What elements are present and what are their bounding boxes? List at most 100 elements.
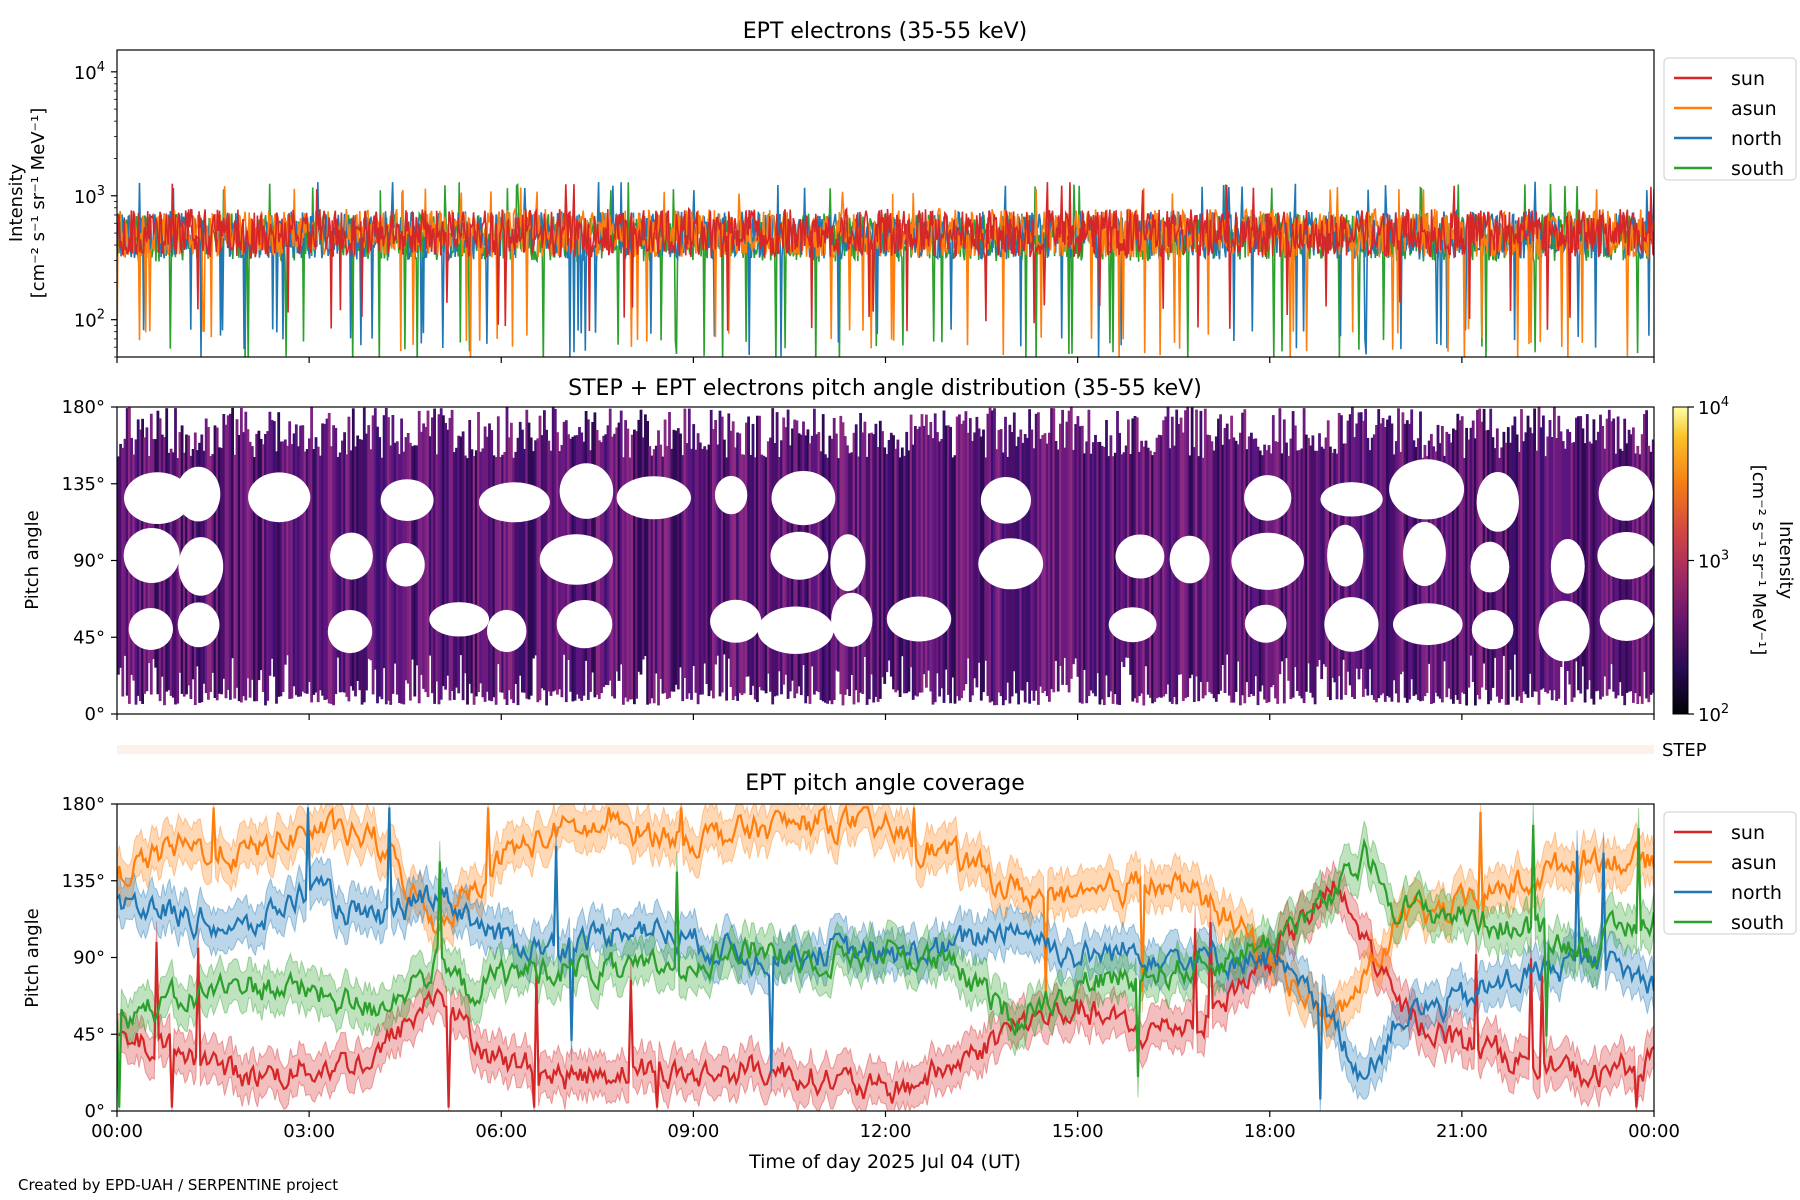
heatmap-column [479, 451, 483, 684]
colorbar-unit: [cm⁻² s⁻¹ sr⁻¹ MeV⁻¹] [1748, 465, 1769, 656]
heatmap-column [310, 407, 313, 703]
heatmap-column [367, 425, 371, 659]
heatmap-gap [1393, 603, 1463, 646]
heatmap-column [659, 444, 663, 679]
heatmap-column [266, 431, 270, 701]
panel4-legend: sun asun north south [1663, 811, 1797, 935]
heatmap-column [481, 448, 485, 698]
heatmap-column [1375, 425, 1378, 703]
heatmap-column [824, 454, 827, 703]
heatmap-column [516, 437, 520, 706]
heatmap-column [1585, 414, 1589, 690]
heatmap-column [459, 436, 463, 656]
legend-label-asun: asun [1731, 98, 1777, 120]
heatmap-column [971, 440, 974, 696]
panel-intensity: EPT electrons (35-55 keV) 102 103 104 Inte… [6, 19, 1797, 363]
heatmap-column [1091, 442, 1095, 694]
heatmap-column [1390, 423, 1394, 702]
heatmap-column [894, 448, 898, 693]
heatmap-column [1078, 426, 1082, 703]
footer-credit: Created by EPD-UAH / SERPENTINE project [18, 1176, 339, 1194]
heatmap-column [1364, 408, 1367, 689]
heatmap-column [1094, 435, 1097, 697]
heatmap-column [938, 441, 941, 697]
heatmap-column [896, 439, 900, 691]
heatmap-column [1383, 427, 1387, 702]
heatmap-column [301, 425, 305, 692]
step-strip [117, 745, 1654, 754]
heatmap-column [641, 437, 645, 660]
heatmap-column [457, 435, 461, 694]
heatmap-gap [710, 599, 762, 643]
heatmap-column [305, 449, 309, 694]
heatmap-column [1392, 454, 1396, 681]
heatmap-column [376, 426, 379, 704]
heatmap-column [117, 456, 120, 675]
heatmap-column [887, 440, 891, 661]
panel4-title: EPT pitch angle coverage [745, 771, 1025, 796]
heatmap-column [1526, 415, 1530, 698]
heatmap-column [1107, 456, 1111, 698]
heatmap-column [865, 456, 869, 705]
colorbar-ticks: 102 103 104 [1688, 395, 1729, 726]
heatmap-column [936, 432, 939, 674]
heatmap-column [646, 421, 649, 705]
heatmap-column [534, 440, 537, 656]
heatmap-gap [1538, 600, 1590, 662]
y-tick-label: 45° [73, 627, 105, 648]
heatmap-column [907, 450, 911, 692]
heatmap-column [437, 414, 441, 705]
heatmap-column [1533, 408, 1536, 692]
heatmap-column [764, 457, 768, 694]
heatmap-column [760, 454, 764, 691]
heatmap-column [1548, 420, 1552, 691]
heatmap-gap [539, 534, 613, 585]
heatmap-column [246, 429, 250, 679]
heatmap-column [727, 413, 731, 659]
heatmap-column [1063, 447, 1067, 658]
panel1-title: EPT electrons (35-55 keV) [743, 19, 1028, 44]
heatmap-column [672, 429, 676, 692]
heatmap-column [1219, 414, 1222, 691]
heatmap-column [639, 409, 643, 675]
heatmap-column [1069, 407, 1073, 679]
heatmap-column [1153, 451, 1157, 702]
heatmap-column [1111, 456, 1115, 704]
legend-label-north: north [1731, 128, 1782, 150]
heatmap-column [975, 416, 979, 688]
heatmap-gap [1327, 524, 1364, 587]
heatmap-column [1309, 445, 1313, 693]
heatmap-column [503, 452, 507, 700]
heatmap-column [529, 437, 533, 696]
panel1-yunit: [cm⁻² s⁻¹ sr⁻¹ MeV⁻¹] [28, 108, 49, 299]
heatmap-column [512, 457, 515, 704]
heatmap-column [863, 421, 867, 657]
heatmap-gap [380, 479, 434, 521]
heatmap-gap [714, 475, 748, 515]
heatmap-column [1056, 449, 1060, 692]
heatmap-column [1166, 407, 1170, 685]
panel2-ylabel: Pitch angle [22, 510, 43, 609]
band-asun [117, 804, 1654, 1051]
heatmap-column [1201, 457, 1205, 699]
heatmap-column [1225, 423, 1229, 655]
heatmap-column [1575, 417, 1578, 662]
heatmap-gap [1324, 597, 1379, 652]
heatmap-column [1649, 451, 1653, 695]
heatmap-column [1366, 437, 1370, 696]
heatmap-column [1311, 435, 1315, 698]
heatmap-column [488, 423, 491, 701]
heatmap-column [1217, 418, 1220, 695]
step-label: STEP [1662, 740, 1707, 761]
heatmap-gap [770, 531, 829, 580]
heatmap-column [749, 455, 753, 695]
heatmap-column [231, 407, 234, 659]
colorbar-tick-label: 102 [1698, 702, 1729, 726]
heatmap-column [1651, 439, 1654, 693]
heatmap-column [960, 423, 963, 699]
heatmap-column [753, 457, 757, 700]
x-tick-label: 21:00 [1436, 1121, 1488, 1142]
heatmap-column [1394, 441, 1398, 694]
heatmap-column [769, 437, 772, 692]
